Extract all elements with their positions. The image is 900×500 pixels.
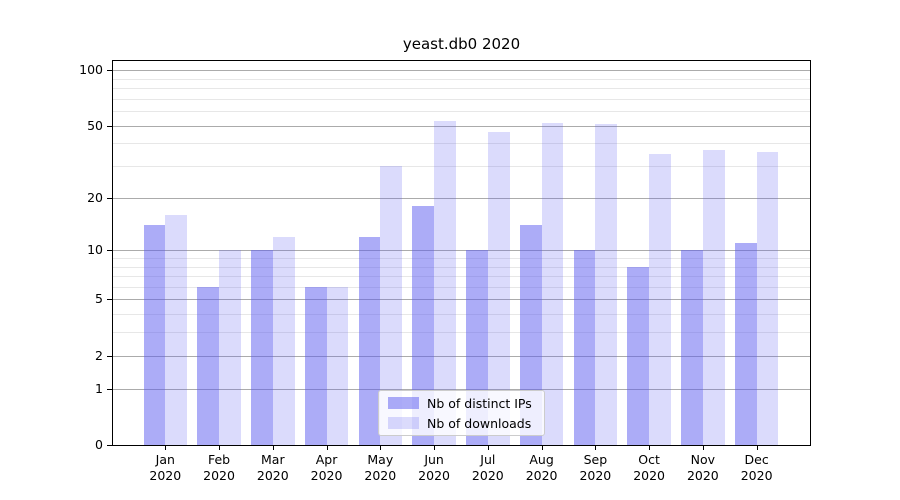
x-tick-mark-oct <box>649 445 651 450</box>
bar-downloads-mar <box>272 236 295 445</box>
gridline-minor-7 <box>113 276 810 278</box>
gridline-minor-6 <box>113 286 810 288</box>
x-tick-mark-aug <box>541 445 543 450</box>
bar-downloads-dec <box>756 151 779 445</box>
bar-downloads-jul <box>487 132 510 445</box>
y-tick-label-2: 2 <box>95 347 103 363</box>
bar-distinct-ips-jun <box>412 205 435 445</box>
y-tick-mark-2 <box>107 355 112 357</box>
bar-distinct-ips-sep <box>573 250 596 445</box>
bar-distinct-ips-nov <box>681 250 703 445</box>
y-tick-label-1: 1 <box>95 380 103 396</box>
bar-downloads-apr <box>326 286 349 445</box>
gridline-major-100 <box>113 70 810 72</box>
x-tick-mark-feb <box>219 445 221 450</box>
y-tick-mark-10 <box>107 250 112 252</box>
gridline-minor-3 <box>113 332 810 334</box>
y-tick-mark-50 <box>107 125 112 127</box>
gridline-minor-40 <box>113 143 810 145</box>
gridline-major-1 <box>113 388 810 390</box>
y-tick-mark-1 <box>107 388 112 390</box>
y-tick-mark-0 <box>107 445 112 446</box>
legend-swatch-downloads <box>388 417 419 429</box>
x-tick-label-apr: Apr 2020 <box>310 452 343 483</box>
y-tick-mark-5 <box>107 299 112 301</box>
bar-downloads-nov <box>702 149 725 445</box>
x-tick-label-mar: Mar 2020 <box>256 452 289 483</box>
bar-distinct-ips-feb <box>197 286 220 445</box>
legend-swatch-distinct-ips <box>388 397 419 409</box>
bar-distinct-ips-dec <box>734 243 757 445</box>
legend: Nb of distinct IPs Nb of downloads <box>378 390 545 436</box>
bar-downloads-sep <box>595 124 618 445</box>
bar-downloads-oct <box>649 153 671 445</box>
gridline-minor-30 <box>113 166 810 168</box>
y-tick-mark-20 <box>107 197 112 199</box>
gridline-minor-4 <box>113 314 810 316</box>
gridline-minor-9 <box>113 257 810 259</box>
x-tick-mark-jul <box>487 445 489 450</box>
bar-downloads-feb <box>219 250 241 445</box>
x-tick-mark-dec <box>756 445 758 450</box>
x-tick-label-sep: Sep 2020 <box>579 452 612 483</box>
y-tick-label-20: 20 <box>87 189 103 205</box>
bar-distinct-ips-may <box>358 236 381 445</box>
x-tick-label-jan: Jan 2020 <box>149 452 182 483</box>
x-tick-label-dec: Dec 2020 <box>740 452 773 483</box>
gridline-minor-60 <box>113 111 810 113</box>
bar-downloads-may <box>380 166 403 445</box>
x-tick-mark-may <box>380 445 382 450</box>
legend-item-distinct-ips: Nb of distinct IPs <box>379 393 544 413</box>
bar-downloads-aug <box>541 122 564 445</box>
bar-distinct-ips-oct <box>627 266 650 445</box>
gridline-major-10 <box>113 250 810 252</box>
x-tick-mark-sep <box>595 445 597 450</box>
gridline-minor-80 <box>113 88 810 90</box>
plot-area <box>112 60 811 446</box>
gridline-minor-90 <box>113 78 810 80</box>
x-tick-label-may: May 2020 <box>364 452 397 483</box>
y-tick-label-50: 50 <box>87 117 103 133</box>
bar-distinct-ips-jan <box>143 225 166 445</box>
bar-downloads-jan <box>165 214 188 445</box>
y-tick-label-100: 100 <box>79 62 103 78</box>
x-tick-label-jul: Jul 2020 <box>471 452 504 483</box>
x-tick-label-jun: Jun 2020 <box>418 452 450 483</box>
bar-downloads-jun <box>434 120 456 445</box>
x-tick-label-feb: Feb 2020 <box>203 452 235 483</box>
gridline-minor-70 <box>113 98 810 100</box>
y-tick-mark-100 <box>107 70 112 72</box>
legend-item-downloads: Nb of downloads <box>379 413 544 433</box>
x-tick-mark-jun <box>434 445 436 450</box>
x-tick-mark-apr <box>326 445 328 450</box>
y-tick-label-10: 10 <box>87 242 103 258</box>
x-tick-label-oct: Oct 2020 <box>633 452 666 483</box>
y-tick-label-5: 5 <box>95 291 103 307</box>
x-tick-mark-mar <box>272 445 274 450</box>
gridline-major-20 <box>113 197 810 199</box>
gridline-major-2 <box>113 355 810 357</box>
y-tick-label-0: 0 <box>95 437 103 452</box>
legend-label-downloads: Nb of downloads <box>427 415 532 431</box>
x-tick-label-nov: Nov 2020 <box>686 452 719 483</box>
x-tick-mark-nov <box>702 445 704 450</box>
legend-label-distinct-ips: Nb of distinct IPs <box>427 395 532 411</box>
x-tick-label-aug: Aug 2020 <box>525 452 558 483</box>
chart-title: yeast.db0 2020 <box>402 35 521 53</box>
bar-distinct-ips-apr <box>304 286 327 445</box>
gridline-major-5 <box>113 299 810 301</box>
x-tick-mark-jan <box>165 445 167 450</box>
bar-distinct-ips-mar <box>251 250 273 445</box>
gridline-major-50 <box>113 125 810 127</box>
gridline-minor-8 <box>113 266 810 268</box>
